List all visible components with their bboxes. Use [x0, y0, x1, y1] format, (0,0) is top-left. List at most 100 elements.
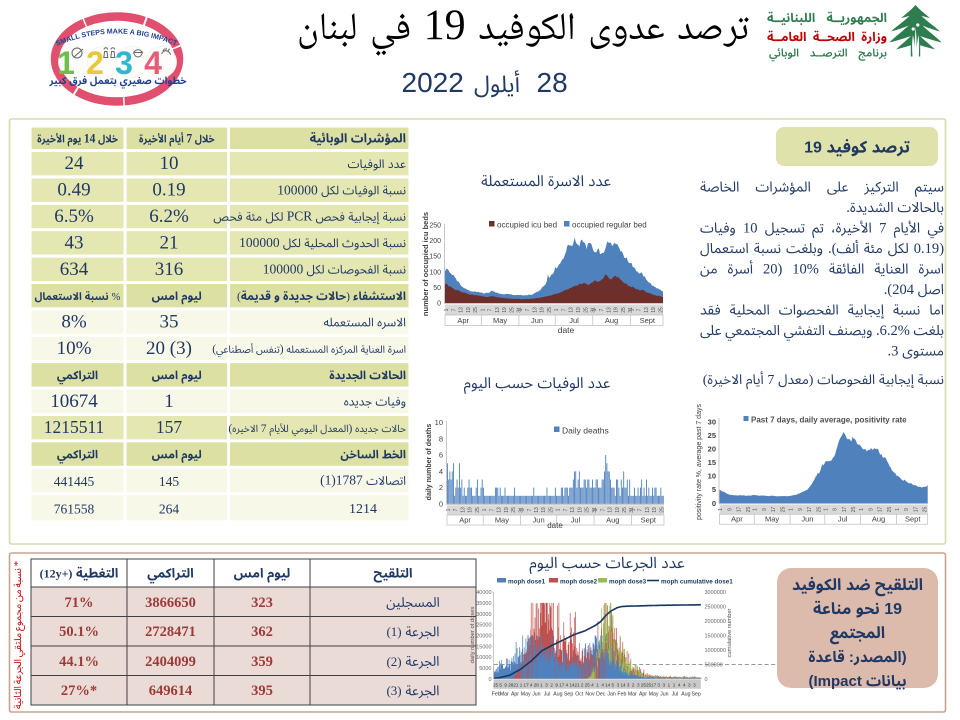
svg-text:3: 3 — [627, 683, 630, 688]
svg-text:2: 2 — [86, 45, 104, 81]
svg-text:7: 7 — [261, 423, 267, 435]
svg-text:occupied regular bed: occupied regular bed — [572, 221, 647, 230]
svg-text:(: ( — [387, 624, 391, 639]
svg-text:(: ( — [809, 673, 814, 690]
svg-text:8: 8 — [439, 434, 443, 443]
svg-text:Sept: Sept — [905, 515, 921, 524]
svg-text:2500000: 2500000 — [705, 605, 726, 611]
svg-text:Nov: Nov — [585, 692, 595, 698]
svg-text:moph dose1: moph dose1 — [508, 579, 546, 586]
svg-text:395: 395 — [251, 683, 273, 699]
svg-text:4: 4 — [683, 683, 686, 688]
svg-text:): ) — [397, 683, 401, 698]
svg-text:(: ( — [887, 282, 892, 298]
svg-text:1: 1 — [480, 308, 486, 311]
svg-text:7: 7 — [767, 373, 774, 388]
svg-text:4: 4 — [144, 45, 162, 81]
svg-text:Jun: Jun — [660, 692, 668, 698]
svg-text:Sept: Sept — [641, 516, 657, 525]
svg-text:(: ( — [212, 344, 216, 356]
svg-text:25: 25 — [781, 507, 787, 513]
svg-text:25: 25 — [746, 507, 752, 513]
svg-text:4: 4 — [439, 467, 443, 476]
svg-text:10: 10 — [743, 221, 758, 237]
svg-text:9: 9 — [798, 508, 804, 511]
svg-text:10674: 10674 — [50, 391, 98, 412]
svg-text:Oct: Oct — [575, 692, 584, 698]
svg-text:25: 25 — [851, 507, 857, 513]
svg-text:6.2%: 6.2% — [880, 323, 910, 339]
svg-text:3: 3 — [545, 683, 548, 688]
svg-text:7: 7 — [562, 308, 568, 311]
svg-text:): ) — [68, 567, 72, 581]
svg-text:9: 9 — [555, 683, 558, 688]
svg-text:14: 14 — [84, 131, 95, 146]
svg-text:25: 25 — [641, 683, 647, 688]
svg-text:3: 3 — [115, 45, 133, 81]
svg-text:1: 1 — [446, 508, 452, 511]
svg-text:25: 25 — [493, 683, 499, 688]
svg-text:Feb: Feb — [492, 692, 501, 698]
svg-text:(: ( — [832, 241, 837, 257]
svg-text:13: 13 — [606, 307, 612, 313]
svg-text:13: 13 — [645, 507, 651, 513]
svg-text:7: 7 — [489, 508, 495, 511]
svg-text:1214: 1214 — [349, 502, 377, 517]
svg-text:8%: 8% — [61, 312, 87, 333]
svg-text:362: 362 — [251, 624, 273, 640]
svg-text:7: 7 — [879, 221, 886, 237]
svg-text:occupied icu bed: occupied icu bed — [497, 221, 557, 230]
svg-text:Daily deaths: Daily deaths — [562, 426, 609, 436]
svg-text:19: 19 — [615, 507, 621, 513]
svg-text:31: 31 — [517, 307, 523, 313]
svg-text:1: 1 — [518, 308, 524, 311]
svg-text:40000: 40000 — [476, 590, 491, 596]
svg-text:): ) — [939, 241, 944, 257]
svg-text:1: 1 — [718, 508, 724, 511]
svg-text:.: . — [846, 200, 850, 216]
svg-text:35000: 35000 — [476, 601, 491, 607]
svg-text:10: 10 — [708, 472, 716, 481]
svg-text:Apr: Apr — [731, 515, 743, 524]
svg-text:): ) — [809, 373, 814, 388]
svg-text:31: 31 — [591, 307, 597, 313]
svg-text:9: 9 — [762, 508, 768, 511]
svg-text:100000: 100000 — [277, 182, 318, 197]
svg-text:Aug: Aug — [605, 316, 618, 325]
svg-text:5000: 5000 — [479, 666, 491, 672]
svg-text:316: 316 — [155, 259, 184, 280]
svg-text:1: 1 — [631, 508, 637, 511]
svg-text:25: 25 — [585, 683, 591, 688]
svg-text:20: 20 — [708, 445, 716, 454]
svg-text:15: 15 — [708, 458, 716, 467]
svg-text:3000000: 3000000 — [705, 590, 726, 596]
svg-text:25: 25 — [708, 431, 716, 440]
svg-text:0: 0 — [705, 677, 708, 683]
svg-text:Jun: Jun — [801, 515, 813, 524]
svg-text:19: 19 — [884, 601, 902, 618]
svg-text:1: 1 — [540, 683, 543, 688]
svg-text:(: ( — [320, 473, 325, 488]
svg-text:634: 634 — [60, 259, 89, 280]
svg-text:): ) — [346, 291, 350, 303]
svg-text:200: 200 — [429, 238, 441, 245]
svg-text:2: 2 — [439, 483, 443, 492]
svg-text:25: 25 — [585, 507, 591, 513]
svg-text:moph dose3: moph dose3 — [609, 579, 647, 586]
svg-text:14: 14 — [620, 683, 626, 688]
svg-text:.: . — [888, 344, 892, 360]
svg-text:6.5%: 6.5% — [54, 206, 94, 227]
svg-text:145: 145 — [159, 474, 180, 489]
svg-text:3: 3 — [657, 683, 660, 688]
svg-text:1: 1 — [391, 624, 398, 639]
svg-text:1: 1 — [164, 391, 174, 412]
svg-text:25: 25 — [547, 307, 553, 313]
svg-text:3: 3 — [891, 344, 898, 360]
svg-text:100000: 100000 — [239, 235, 280, 250]
svg-text:30: 30 — [708, 418, 716, 427]
svg-text:13: 13 — [461, 507, 467, 513]
svg-text:25: 25 — [658, 307, 664, 313]
svg-text:1000000: 1000000 — [705, 648, 726, 654]
svg-text:13: 13 — [534, 507, 540, 513]
svg-text:): ) — [397, 624, 401, 639]
